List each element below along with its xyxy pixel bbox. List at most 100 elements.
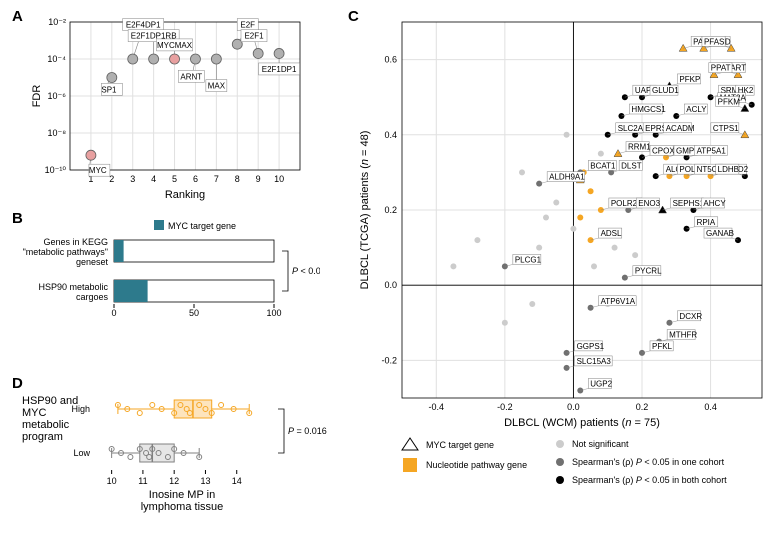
svg-text:Genes in KEGG: Genes in KEGG [43, 237, 108, 247]
svg-text:E2F: E2F [240, 21, 255, 30]
svg-text:4: 4 [151, 174, 156, 184]
panel-c-legend: MYC target gene Nucleotide pathway gene No… [400, 432, 750, 542]
svg-text:14: 14 [232, 476, 242, 486]
svg-text:E2F4DP1: E2F4DP1 [126, 21, 161, 30]
svg-text:MYC target gene: MYC target gene [168, 221, 236, 231]
svg-text:P = 0.016: P = 0.016 [288, 426, 327, 436]
svg-text:Inosine MP in: Inosine MP in [149, 489, 215, 501]
svg-text:CPOX: CPOX [652, 146, 675, 155]
svg-text:0.4: 0.4 [384, 130, 397, 140]
svg-text:RRM1: RRM1 [628, 143, 651, 152]
svg-text:ACADM: ACADM [666, 124, 695, 133]
svg-text:0.2: 0.2 [384, 205, 397, 215]
svg-text:Not significant: Not significant [572, 439, 629, 449]
svg-text:10⁻⁶: 10⁻⁶ [48, 91, 67, 101]
svg-text:E2F1DP1: E2F1DP1 [262, 65, 297, 74]
svg-text:ENO3: ENO3 [638, 199, 660, 208]
svg-text:AHCY: AHCY [703, 199, 726, 208]
svg-text:P < 0.0001: P < 0.0001 [292, 266, 320, 276]
svg-text:9: 9 [256, 174, 261, 184]
svg-text:UGP2: UGP2 [590, 379, 612, 388]
svg-text:Nucleotide pathway gene: Nucleotide pathway gene [426, 460, 527, 470]
svg-text:ARNT: ARNT [180, 72, 202, 81]
svg-text:11: 11 [138, 476, 147, 486]
svg-text:Low: Low [73, 448, 90, 458]
svg-text:DLST: DLST [621, 161, 642, 170]
svg-text:0.6: 0.6 [384, 55, 397, 65]
svg-text:100: 100 [266, 308, 281, 318]
svg-text:Spearman's (ρ) P < 0.05 in bot: Spearman's (ρ) P < 0.05 in both cohort [572, 475, 727, 485]
svg-text:-0.2: -0.2 [381, 355, 397, 365]
panel-a-chart: 10⁻²10⁻⁴10⁻⁶10⁻⁸10⁻¹⁰12345678910MYCSP1E2… [28, 12, 308, 202]
svg-text:12: 12 [169, 476, 179, 486]
svg-text:10⁻⁸: 10⁻⁸ [47, 128, 66, 138]
svg-text:7: 7 [214, 174, 219, 184]
svg-text:ALDH9A1: ALDH9A1 [549, 173, 585, 182]
svg-text:10⁻²: 10⁻² [48, 17, 66, 27]
svg-text:0.0: 0.0 [567, 402, 580, 412]
panel-a-label: A [12, 8, 23, 25]
svg-text:MYC: MYC [22, 407, 47, 419]
svg-text:0.2: 0.2 [636, 402, 649, 412]
svg-text:-0.4: -0.4 [429, 402, 445, 412]
svg-text:PFAS: PFAS [704, 37, 724, 46]
svg-text:50: 50 [189, 308, 199, 318]
svg-text:ATP5A1: ATP5A1 [697, 146, 727, 155]
svg-text:metabolic: metabolic [22, 419, 70, 431]
svg-text:MYC: MYC [89, 166, 107, 175]
svg-text:HSP90 and: HSP90 and [22, 395, 78, 407]
svg-text:DCXR: DCXR [679, 312, 702, 321]
svg-text:PLCG1: PLCG1 [515, 255, 542, 264]
svg-text:HMGCS1: HMGCS1 [631, 105, 666, 114]
svg-text:0.4: 0.4 [704, 402, 717, 412]
svg-text:5: 5 [172, 174, 177, 184]
svg-text:LDHB: LDHB [718, 165, 739, 174]
svg-text:PPAT: PPAT [711, 64, 731, 73]
svg-text:CTPS1: CTPS1 [713, 124, 739, 133]
svg-text:RPIA: RPIA [697, 218, 716, 227]
svg-text:"metabolic pathways": "metabolic pathways" [23, 247, 108, 257]
svg-text:0.0: 0.0 [384, 280, 397, 290]
svg-text:0: 0 [111, 308, 116, 318]
svg-text:lymphoma tissue: lymphoma tissue [141, 501, 224, 513]
svg-text:cargoes: cargoes [76, 292, 109, 302]
svg-text:MYCMAX: MYCMAX [157, 41, 193, 50]
svg-text:GGPS1: GGPS1 [577, 342, 605, 351]
svg-text:SEPHS1: SEPHS1 [673, 199, 705, 208]
svg-text:SLC15A3: SLC15A3 [577, 357, 612, 366]
panel-b-chart: MYC target gene Genes in KEGG"metabolic p… [20, 218, 320, 348]
svg-text:PFKP: PFKP [679, 75, 700, 84]
svg-text:High: High [71, 404, 90, 414]
svg-text:MAX: MAX [208, 82, 226, 91]
svg-text:3: 3 [130, 174, 135, 184]
svg-text:ACLY: ACLY [686, 105, 707, 114]
svg-text:10⁻¹⁰: 10⁻¹⁰ [45, 165, 67, 175]
svg-text:PFKM: PFKM [718, 97, 741, 106]
svg-text:-0.2: -0.2 [497, 402, 513, 412]
svg-text:13: 13 [200, 476, 210, 486]
svg-text:FDR: FDR [31, 85, 43, 108]
svg-text:SP1: SP1 [101, 85, 117, 94]
svg-text:ADSL: ADSL [601, 229, 622, 238]
svg-text:MYC target gene: MYC target gene [426, 440, 494, 450]
svg-text:Ranking: Ranking [165, 189, 205, 201]
svg-text:8: 8 [235, 174, 240, 184]
svg-text:10: 10 [107, 476, 117, 486]
svg-text:PFKL: PFKL [652, 342, 673, 351]
panel-d-chart: HSP90 andMYCmetabolicprogram High Low 10 11 1… [18, 382, 328, 532]
svg-text:BCAT1: BCAT1 [590, 161, 616, 170]
svg-text:GLUD1: GLUD1 [652, 86, 679, 95]
svg-text:program: program [22, 431, 63, 443]
svg-text:HSP90 metabolic: HSP90 metabolic [38, 282, 108, 292]
svg-text:E2F1: E2F1 [244, 32, 264, 41]
panel-c-chart: -0.4-0.20.00.20.4-0.20.00.20.40.6PAICSCA… [354, 12, 774, 432]
svg-text:PYCRL: PYCRL [635, 267, 662, 276]
svg-text:6: 6 [193, 174, 198, 184]
svg-text:10: 10 [274, 174, 284, 184]
svg-text:GANAB: GANAB [706, 229, 734, 238]
svg-text:geneset: geneset [76, 257, 109, 267]
svg-text:DLBCL (WCM) patients (n = 75): DLBCL (WCM) patients (n = 75) [504, 417, 660, 429]
svg-text:ATP6V1A: ATP6V1A [601, 297, 636, 306]
svg-text:10⁻⁴: 10⁻⁴ [47, 54, 66, 64]
svg-text:DLBCL (TCGA) patients (n = 48): DLBCL (TCGA) patients (n = 48) [359, 131, 371, 290]
